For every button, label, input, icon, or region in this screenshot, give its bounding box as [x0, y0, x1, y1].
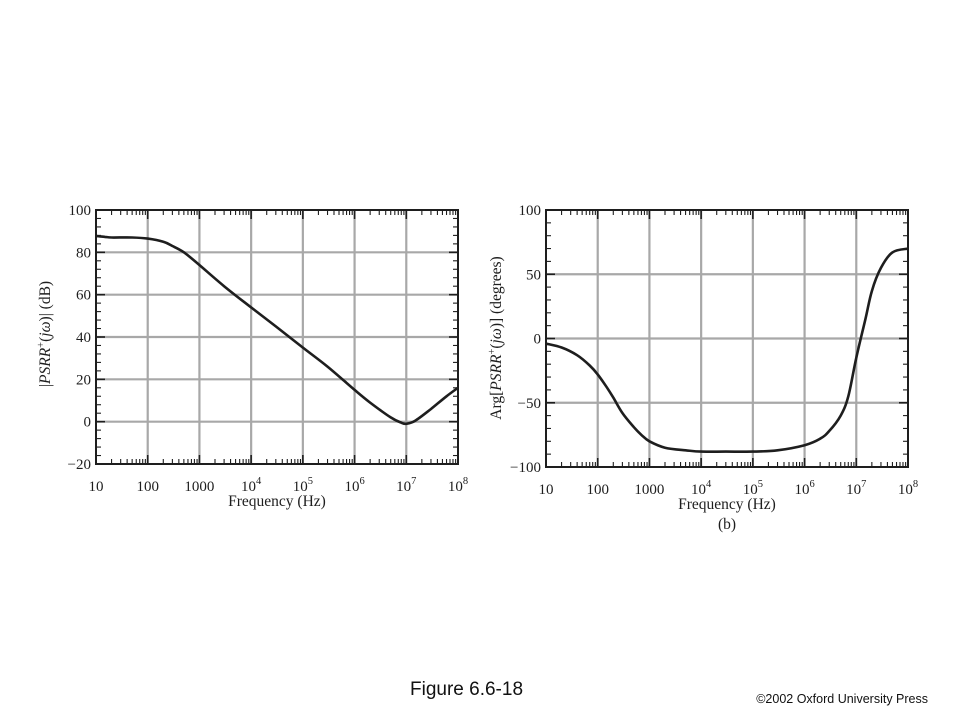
x-tick-label: 107: [396, 476, 416, 495]
figure-caption: Figure 6.6-18: [410, 679, 524, 700]
y-tick-label: −20: [68, 457, 91, 473]
x-tick-label: 100: [136, 479, 159, 495]
panel-label: (b): [718, 516, 736, 533]
x-tick-label: 105: [743, 479, 763, 498]
y-tick-label: −50: [518, 396, 541, 412]
x-tick-label: 108: [898, 479, 918, 498]
series-line: [545, 247, 909, 453]
x-tick-label: 1000: [634, 482, 664, 498]
y-tick-label: 100: [69, 203, 92, 219]
y-tick-label: 100: [519, 203, 542, 219]
x-axis-label: Frequency (Hz): [678, 496, 776, 513]
x-tick-label: 1000: [184, 479, 214, 495]
y-tick-label: 50: [526, 267, 541, 283]
x-tick-label: 107: [846, 479, 866, 498]
y-tick-label: 40: [76, 330, 91, 346]
x-tick-label: 106: [344, 476, 364, 495]
x-tick-label: 108: [448, 476, 468, 495]
y-tick-label: 60: [76, 288, 91, 304]
x-tick-label: 104: [241, 476, 262, 495]
x-tick-label: 105: [293, 476, 313, 495]
y-axis-label: Arg[PSRR+(jω)] (degrees): [487, 256, 505, 419]
y-tick-label: 20: [76, 372, 91, 388]
x-tick-label: 10: [89, 479, 104, 495]
plot-frame: [95, 209, 459, 465]
x-tick-label: 106: [794, 479, 814, 498]
x-tick-label: 100: [586, 482, 609, 498]
x-tick-label: 104: [691, 479, 712, 498]
chart-magnitude: 100 80 60 40 20 0 −20 10 100 1000 104 105 106 107 108 F…: [36, 203, 468, 510]
y-tick-label: 0: [84, 415, 92, 431]
y-axis-label: |PSRR+(jω)| (dB): [36, 281, 54, 387]
y-tick-label: −100: [510, 460, 541, 476]
x-axis-label: Frequency (Hz): [228, 493, 326, 510]
plot-frame: [545, 209, 909, 468]
series-line: [95, 234, 459, 426]
copyright-notice: ©2002 Oxford University Press: [756, 692, 928, 706]
y-tick-label: 0: [534, 332, 542, 348]
x-tick-label: 10: [539, 482, 554, 498]
chart-phase: 100 50 0 −50 −100 10 100 1000 104 105 106 107 108 Fre…: [487, 203, 918, 533]
y-tick-label: 80: [76, 245, 91, 261]
